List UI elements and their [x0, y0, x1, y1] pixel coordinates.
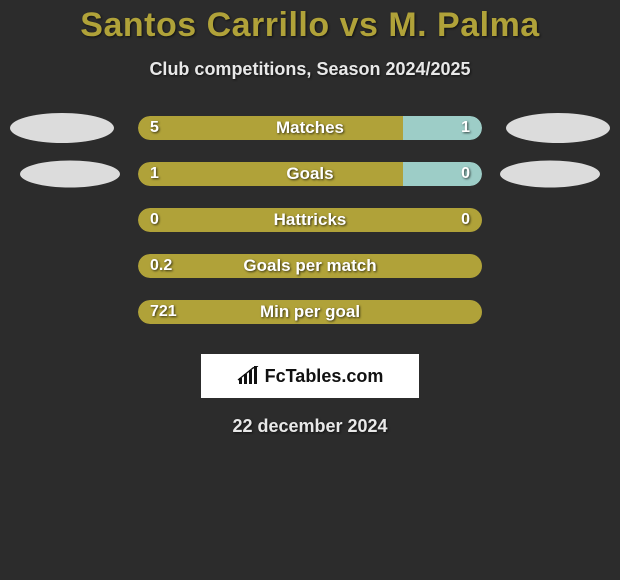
bar-right [403, 162, 482, 186]
stat-bars: 5 1 Matches [138, 116, 482, 140]
team-badge-right [506, 113, 610, 143]
date-label: 22 december 2024 [0, 416, 620, 437]
logo-text: FcTables.com [265, 366, 384, 387]
bar-left [138, 116, 403, 140]
team-badge-left [10, 113, 114, 143]
stat-row: 0.2 Goals per match [0, 254, 620, 278]
bar-right [403, 116, 482, 140]
value-right: 0 [461, 211, 470, 229]
team-badge-left [20, 161, 120, 188]
comparison-widget: Santos Carrillo vs M. Palma Club competi… [0, 0, 620, 580]
value-right: 1 [461, 119, 470, 137]
stat-bars: 1 0 Goals [138, 162, 482, 186]
stat-row: 0 0 Hattricks [0, 208, 620, 232]
stat-bars: 721 Min per goal [138, 300, 482, 324]
stat-label: Min per goal [260, 302, 360, 322]
stat-bars: 0.2 Goals per match [138, 254, 482, 278]
value-left: 5 [150, 119, 159, 137]
value-left: 721 [150, 303, 177, 321]
stat-row: 721 Min per goal [0, 300, 620, 324]
stats-rows: 5 1 Matches 1 0 Goals 0 0 Hattricks 0.2 Goals per … [0, 116, 620, 324]
stat-label: Hattricks [274, 210, 347, 230]
value-right: 0 [461, 165, 470, 183]
page-title: Santos Carrillo vs M. Palma [0, 0, 620, 45]
bar-left [138, 162, 403, 186]
value-left: 0 [150, 211, 159, 229]
value-left: 1 [150, 165, 159, 183]
page-subtitle: Club competitions, Season 2024/2025 [0, 59, 620, 80]
stat-label: Goals per match [243, 256, 376, 276]
stat-row: 1 0 Goals [0, 162, 620, 186]
stat-label: Goals [286, 164, 333, 184]
stat-row: 5 1 Matches [0, 116, 620, 140]
bar-chart-icon [237, 366, 259, 386]
logo-card: FcTables.com [201, 354, 419, 398]
team-badge-right [500, 161, 600, 188]
stat-bars: 0 0 Hattricks [138, 208, 482, 232]
value-left: 0.2 [150, 257, 172, 275]
stat-label: Matches [276, 118, 344, 138]
